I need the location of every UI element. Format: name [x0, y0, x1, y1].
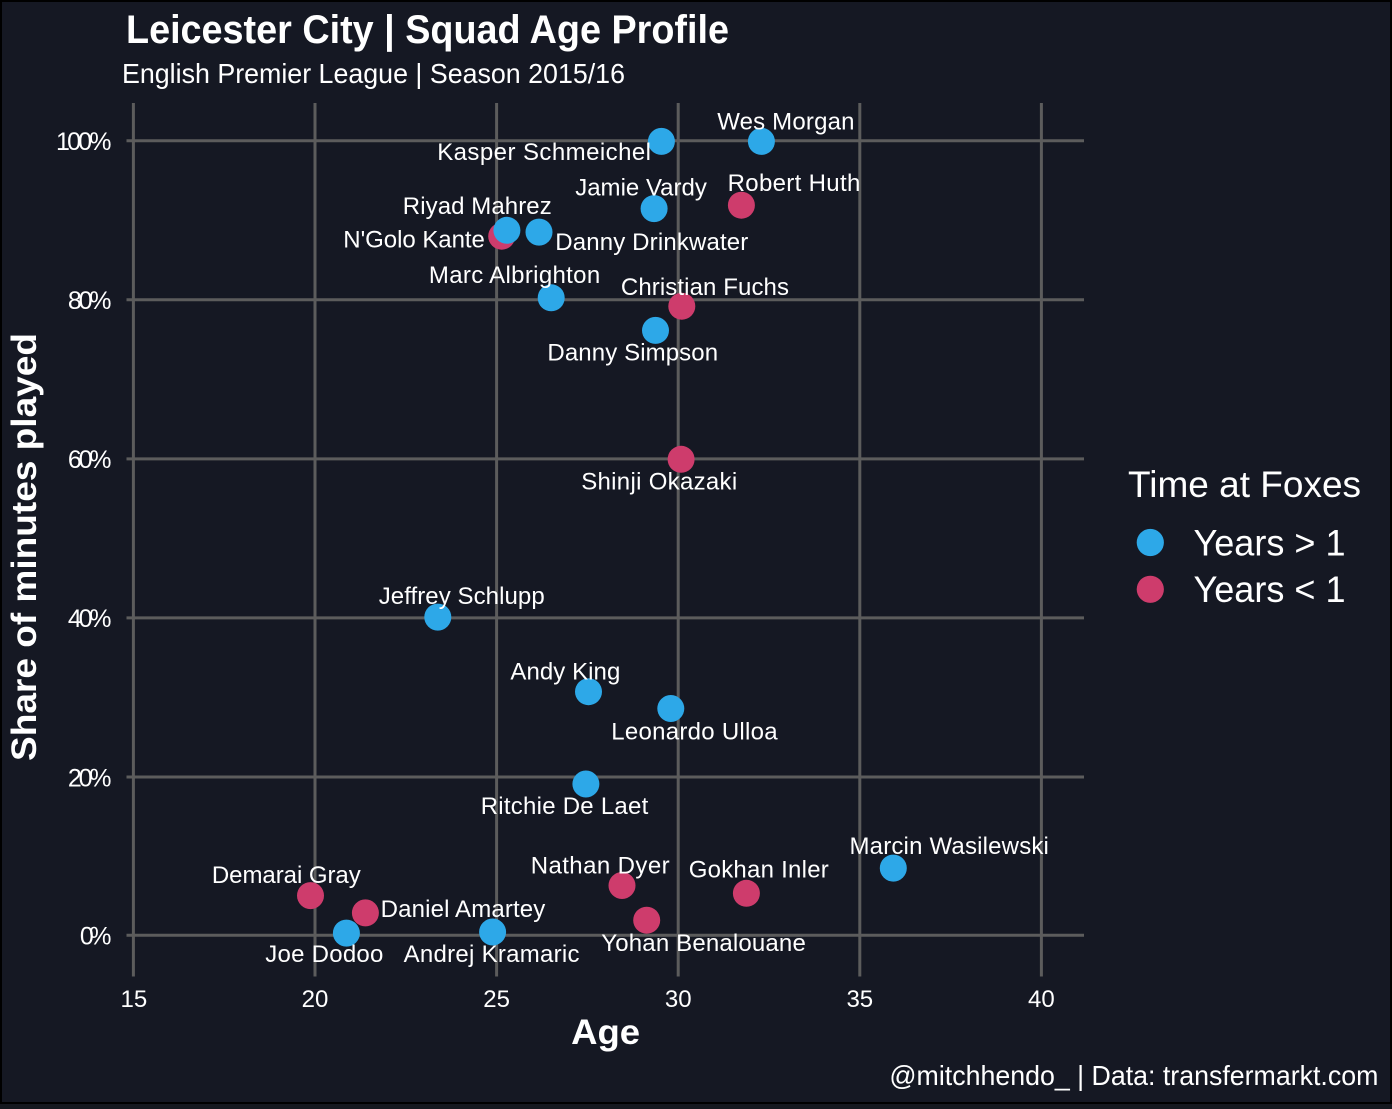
svg-text:100%: 100% — [56, 128, 112, 156]
svg-text:40%: 40% — [68, 605, 112, 633]
svg-text:35: 35 — [846, 986, 873, 1013]
svg-text:0%: 0% — [80, 923, 112, 951]
svg-text:Age: Age — [571, 1013, 640, 1052]
svg-text:Leonardo Ulloa: Leonardo Ulloa — [611, 719, 778, 746]
svg-text:Kasper Schmeichel: Kasper Schmeichel — [437, 139, 651, 166]
svg-text:Jamie Vardy: Jamie Vardy — [575, 174, 707, 201]
svg-text:N'Golo Kante: N'Golo Kante — [343, 227, 485, 254]
svg-text:Joe Dodoo: Joe Dodoo — [265, 941, 383, 968]
svg-text:Danny Drinkwater: Danny Drinkwater — [555, 229, 748, 256]
svg-text:60%: 60% — [68, 446, 112, 474]
svg-text:Years > 1: Years > 1 — [1194, 523, 1346, 564]
svg-text:Jeffrey Schlupp: Jeffrey Schlupp — [379, 583, 545, 610]
svg-text:Yohan Benalouane: Yohan Benalouane — [601, 930, 806, 957]
svg-text:40: 40 — [1028, 986, 1055, 1013]
svg-text:Ritchie De Laet: Ritchie De Laet — [481, 793, 649, 820]
svg-text:Years < 1: Years < 1 — [1194, 569, 1346, 610]
svg-text:Share of minutes played: Share of minutes played — [5, 333, 44, 761]
svg-text:30: 30 — [665, 986, 692, 1013]
svg-text:English Premier League | Seaso: English Premier League | Season 2015/16 — [122, 58, 625, 89]
svg-text:Danny Simpson: Danny Simpson — [547, 340, 718, 367]
svg-text:@mitchhendo_ | Data: transferm: @mitchhendo_ | Data: transfermarkt.com — [889, 1060, 1378, 1091]
svg-text:Demarai Gray: Demarai Gray — [212, 862, 361, 889]
svg-text:15: 15 — [121, 986, 148, 1013]
svg-text:Andrej Kramaric: Andrej Kramaric — [404, 941, 580, 968]
svg-text:Andy King: Andy King — [510, 659, 620, 686]
svg-text:25: 25 — [483, 986, 510, 1013]
svg-text:Riyad Mahrez: Riyad Mahrez — [403, 193, 552, 220]
svg-text:Time at Foxes: Time at Foxes — [1128, 464, 1361, 505]
svg-text:Marc Albrighton: Marc Albrighton — [429, 262, 600, 289]
svg-text:Christian Fuchs: Christian Fuchs — [621, 274, 789, 301]
svg-text:Wes Morgan: Wes Morgan — [717, 109, 854, 136]
svg-text:20: 20 — [302, 986, 329, 1013]
svg-text:20%: 20% — [68, 764, 112, 792]
svg-text:Gokhan Inler: Gokhan Inler — [689, 857, 829, 884]
svg-text:Robert Huth: Robert Huth — [728, 170, 861, 197]
svg-text:80%: 80% — [68, 287, 112, 315]
svg-text:Nathan Dyer: Nathan Dyer — [531, 852, 670, 879]
svg-text:Daniel Amartey: Daniel Amartey — [381, 896, 546, 923]
svg-text:Leicester City | Squad Age Pro: Leicester City | Squad Age Profile — [126, 8, 729, 52]
svg-text:Shinji Okazaki: Shinji Okazaki — [581, 469, 737, 496]
svg-text:Marcin Wasilewski: Marcin Wasilewski — [850, 833, 1049, 860]
